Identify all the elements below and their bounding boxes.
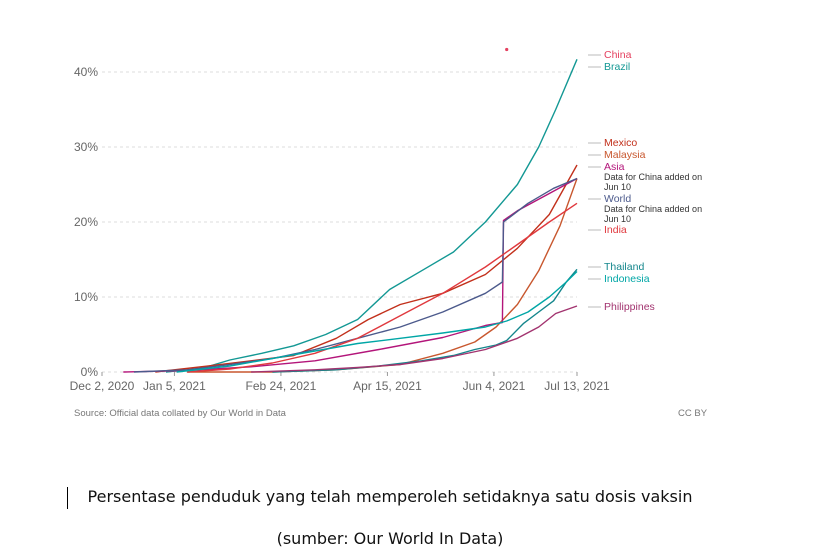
series-line-indonesia: [176, 271, 578, 373]
label-indonesia: Indonesia: [604, 273, 650, 285]
series-line-india: [187, 202, 578, 373]
note-china-added-1-date: Jun 10: [604, 182, 631, 192]
series-labels: China Brazil Mexico Malaysia Asia Data f…: [588, 49, 702, 313]
x-axis-ticks: Dec 2, 2020 Jan 5, 2021 Feb 24, 2021 Apr 15…: [70, 372, 610, 393]
y-axis-ticks: 0% 10% 20% 30% 40%: [74, 65, 98, 379]
license-badge: CC BY: [678, 408, 708, 419]
label-philippines: Philippines: [604, 301, 655, 313]
series-line-mexico: [155, 164, 578, 373]
gridlines: [102, 71, 577, 373]
label-india: India: [604, 224, 627, 236]
note-china-added-2: Data for China added on: [604, 204, 702, 214]
label-china: China: [604, 49, 632, 61]
series-line-malaysia: [187, 178, 578, 373]
series-line-philippines: [251, 305, 578, 373]
y-tick-label: 20%: [74, 215, 98, 229]
label-asia: Asia: [604, 161, 625, 173]
series-line-asia: [123, 177, 578, 373]
x-tick-label: Jun 4, 2021: [463, 379, 526, 393]
text-cursor: [67, 487, 68, 509]
label-thailand: Thailand: [604, 261, 644, 273]
x-tick-label: Dec 2, 2020: [70, 379, 135, 393]
y-tick-label: 40%: [74, 65, 98, 79]
note-china-added-2-date: Jun 10: [604, 214, 631, 224]
y-tick-label: 10%: [74, 290, 98, 304]
label-brazil: Brazil: [604, 61, 630, 73]
y-tick-label: 0%: [81, 365, 99, 379]
x-tick-label: Apr 15, 2021: [353, 379, 422, 393]
series-line-world: [133, 177, 578, 373]
x-tick-label: Jul 13, 2021: [544, 379, 610, 393]
note-china-added-1: Data for China added on: [604, 172, 702, 182]
x-tick-label: Jan 5, 2021: [143, 379, 206, 393]
chart: 0% 10% 20% 30% 40% Dec 2, 2020 Jan 5, 2021 Feb…: [70, 47, 708, 419]
label-mexico: Mexico: [604, 137, 637, 149]
y-tick-label: 30%: [74, 140, 98, 154]
label-world: World: [604, 193, 631, 205]
x-tick-label: Feb 24, 2021: [246, 379, 317, 393]
figure-caption: Persentase penduduk yang telah memperole…: [87, 487, 693, 506]
series-line-brazil: [165, 59, 578, 373]
label-malaysia: Malaysia: [604, 149, 646, 161]
series-lines: [123, 47, 578, 373]
source-note: Source: Official data collated by Our Wo…: [74, 408, 287, 419]
series-point-china: [505, 47, 509, 52]
series-line-thailand: [272, 268, 578, 373]
figure-caption-source: (sumber: Our World In Data): [276, 529, 504, 548]
